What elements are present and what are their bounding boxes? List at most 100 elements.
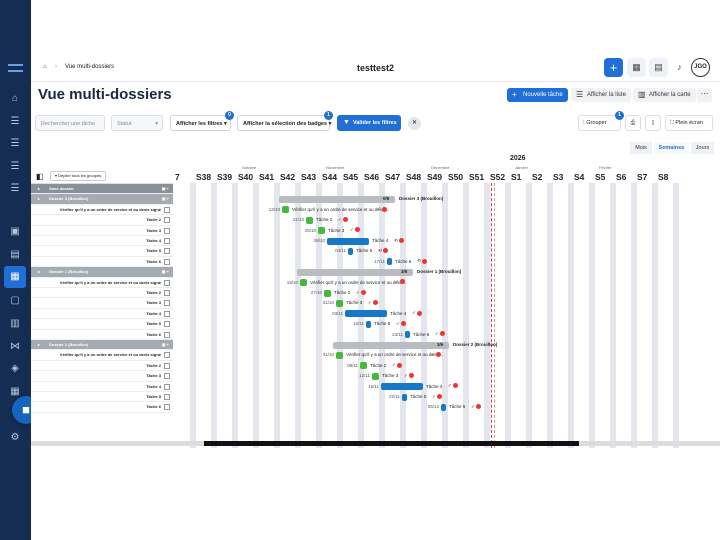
dossier-bar[interactable] — [279, 195, 395, 203]
search-input[interactable]: Rechercher une tâche — [35, 115, 105, 131]
task-row[interactable]: Tâche 6 — [31, 330, 173, 340]
add-button[interactable]: + — [604, 58, 623, 77]
briefcase-icon[interactable]: ▣ — [10, 226, 20, 237]
task-bar[interactable] — [387, 258, 392, 266]
image-icon[interactable]: ▢ — [10, 295, 20, 306]
view-month[interactable]: Mois — [630, 142, 652, 154]
task-bar[interactable] — [336, 351, 343, 359]
calendar-icon[interactable]: ▦ — [10, 386, 20, 397]
show-list-button[interactable]: ☰ Afficher la liste — [571, 88, 631, 102]
task-row[interactable]: Tâche 2 — [31, 361, 173, 372]
task-row[interactable]: Tâche 4 — [31, 382, 173, 392]
task-bar[interactable] — [306, 216, 313, 224]
task-status-icon[interactable]: ✓ — [412, 310, 423, 316]
status-select[interactable]: Statut ▾ — [111, 115, 163, 131]
show-map-button[interactable]: ▥ Afficher la carte — [633, 88, 696, 102]
group-row[interactable]: ▸ Dossier 2 (Brouillon) ▣ + — [31, 340, 173, 351]
new-task-button[interactable]: + Nouvelle tâche — [507, 88, 568, 102]
task-checkbox[interactable] — [164, 279, 170, 286]
task-row[interactable]: Tâche 3 — [31, 371, 173, 382]
home-icon[interactable]: ⌂ — [11, 93, 19, 104]
task-bar[interactable] — [381, 383, 423, 391]
calendar-button[interactable]: ▦ — [627, 58, 646, 77]
building-icon[interactable]: ▥ — [10, 318, 20, 329]
home-icon[interactable]: ⌂ — [43, 64, 47, 70]
task-checkbox[interactable] — [164, 238, 170, 244]
task-checkbox[interactable] — [164, 206, 170, 213]
task-status-icon[interactable]: ✓ — [435, 331, 446, 337]
tag-icon[interactable]: ◈ — [11, 363, 19, 374]
task-bar[interactable] — [372, 372, 379, 380]
clear-filters-icon[interactable]: ✕ — [408, 117, 421, 130]
document-icon[interactable]: ▯ — [645, 115, 661, 131]
show-filters-button[interactable]: Afficher les filtres ▾ 0 — [170, 111, 234, 131]
task-checkbox[interactable] — [164, 217, 170, 224]
task-row[interactable]: Tâche 4 — [31, 236, 173, 247]
task-row[interactable]: Tâche 6 — [31, 402, 173, 413]
task-checkbox[interactable] — [164, 383, 170, 390]
task-status-icon[interactable]: ✓ — [432, 394, 443, 400]
task-bar[interactable] — [360, 362, 367, 370]
task-row[interactable]: Vérifier qu'il y a un ordre de service e… — [31, 350, 173, 361]
task-bar[interactable] — [345, 310, 387, 318]
task-bar[interactable] — [405, 331, 410, 339]
validate-filters-button[interactable]: ▼ Valider les filtres — [337, 115, 401, 131]
task-row[interactable]: Tâche 3 — [31, 298, 173, 309]
task-status-icon[interactable]: ✓ — [396, 321, 407, 327]
task-status-icon[interactable]: ✓ — [377, 206, 388, 212]
task-row[interactable]: Tâche 2 — [31, 215, 173, 226]
multi-folder-view-icon[interactable]: ▦ — [4, 266, 26, 288]
task-row[interactable]: Vérifier qu'il y a un ordre de service e… — [31, 278, 173, 288]
group-row[interactable]: ▸ Dossier 3 (Brouillon) ▣ + — [31, 194, 173, 205]
task-checkbox[interactable] — [164, 300, 170, 307]
task-status-icon[interactable]: ✓ — [350, 227, 361, 233]
task-row[interactable]: Tâche 5 — [31, 319, 173, 330]
badges-select-button[interactable]: Afficher la sélection des badges ▾ 1 — [237, 111, 333, 131]
avatar[interactable]: JGO — [691, 58, 710, 77]
task-bar[interactable] — [402, 393, 407, 401]
task-checkbox[interactable] — [164, 248, 170, 255]
dossier-bar[interactable] — [333, 341, 449, 349]
task-bar[interactable] — [318, 227, 325, 235]
handshake-icon[interactable]: ⋈ — [10, 341, 20, 352]
task-status-icon[interactable]: ✓ — [448, 383, 459, 389]
chevron-right-icon[interactable]: ▸ — [38, 196, 41, 202]
task-row[interactable]: Tâche 4 — [31, 309, 173, 320]
task-bar[interactable] — [282, 206, 289, 214]
task-checkbox[interactable] — [164, 404, 170, 411]
task-status-icon[interactable]: ✓ — [404, 373, 415, 379]
folder-icon[interactable]: ▤ — [10, 249, 20, 260]
task-checkbox[interactable] — [164, 362, 170, 369]
task-checkbox[interactable] — [164, 290, 170, 296]
task-status-icon[interactable]: ✓ — [368, 300, 379, 306]
task-status-icon[interactable]: ⟲ — [417, 258, 428, 264]
chevron-right-icon[interactable]: ▸ — [38, 269, 41, 275]
chevron-right-icon[interactable]: ▸ — [38, 342, 41, 347]
task-status-icon[interactable]: ✓ — [356, 290, 367, 296]
task-bar[interactable] — [324, 289, 331, 297]
more-button[interactable]: ··· — [697, 88, 712, 102]
task-checkbox[interactable] — [164, 331, 170, 338]
task-row[interactable]: Tâche 5 — [31, 246, 173, 257]
task-row[interactable]: Tâche 3 — [31, 226, 173, 236]
task-row[interactable]: Vérifier qu'il y a un ordre de service e… — [31, 205, 173, 216]
task-status-icon[interactable]: ✓ — [392, 362, 403, 368]
group-row[interactable]: ▸ Sans dossier ▣ + — [31, 184, 173, 195]
task-status-icon[interactable]: ⟲ — [378, 248, 389, 254]
task-status-icon[interactable]: ✓ — [395, 279, 406, 285]
view-weeks[interactable]: Semaines — [654, 142, 689, 154]
task-row[interactable]: Tâche 6 — [31, 257, 173, 268]
checklist-icon[interactable]: ☰ — [10, 138, 20, 149]
task-checkbox[interactable] — [164, 394, 170, 400]
scrollbar-thumb[interactable] — [204, 441, 579, 446]
task-checkbox[interactable] — [164, 258, 170, 265]
menu-icon[interactable] — [8, 64, 23, 72]
fullscreen-button[interactable]: ⛶ Plein écran — [665, 115, 713, 131]
task-checkbox[interactable] — [164, 321, 170, 328]
settings-icon[interactable]: ⚙ — [10, 432, 20, 443]
task-row[interactable]: Tâche 2 — [31, 288, 173, 299]
group-actions-icon[interactable]: ▣ + — [161, 342, 169, 347]
chevron-right-icon[interactable]: ▸ — [38, 186, 41, 191]
task-bar[interactable] — [327, 237, 369, 245]
panel-toggle-icon[interactable]: ◧ — [36, 172, 44, 181]
